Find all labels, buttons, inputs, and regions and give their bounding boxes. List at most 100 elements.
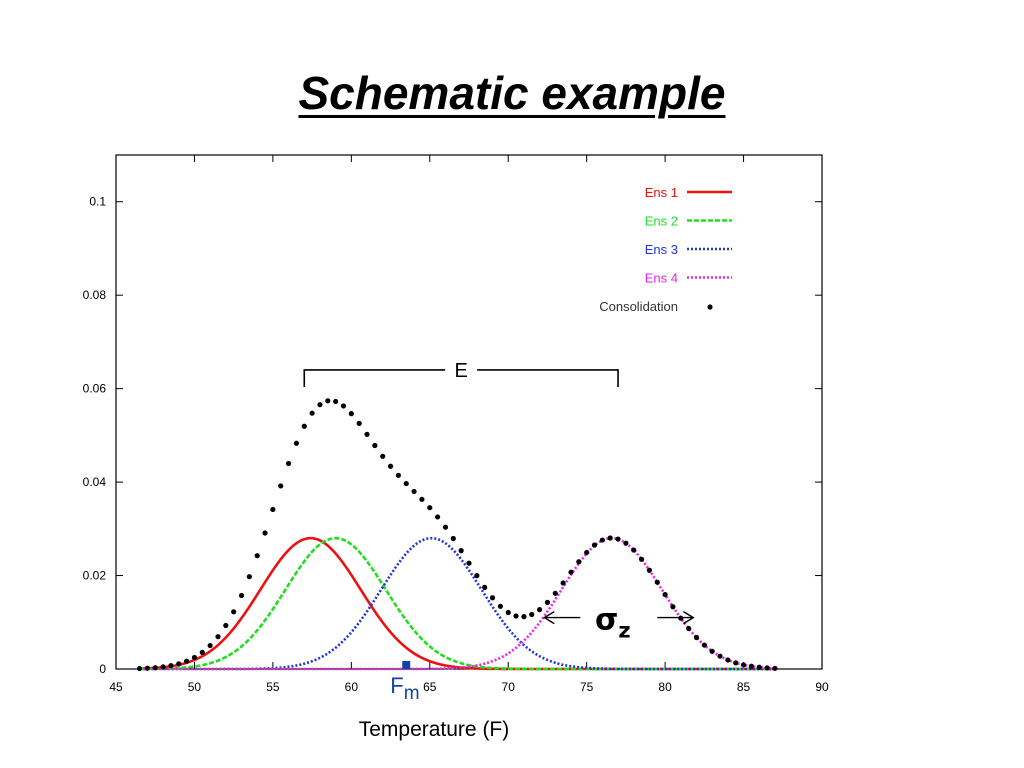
consolidation-point <box>403 480 409 487</box>
consolidation-point <box>136 665 143 672</box>
x-tick-label: 80 <box>658 680 672 694</box>
consolidation-point <box>340 403 347 409</box>
consolidation-point <box>238 592 245 599</box>
consolidation-point <box>646 567 653 573</box>
consolidation-point <box>521 614 527 620</box>
consolidation-point <box>364 431 370 437</box>
consolidation-point <box>152 665 158 671</box>
bracket-left <box>303 369 446 387</box>
consolidation-point <box>529 611 535 618</box>
consolidation-point <box>725 657 731 663</box>
fm-label: Fm <box>390 673 419 704</box>
chart-annotations: Eσz Fm <box>303 360 695 704</box>
consolidation-point <box>372 442 378 449</box>
consolidation-point <box>654 579 660 585</box>
y-tick-label: 0.1 <box>89 195 106 209</box>
consolidation-point <box>168 663 174 669</box>
consolidation-point <box>717 653 723 659</box>
consolidation-point <box>568 569 574 575</box>
fm-marker <box>402 661 411 669</box>
consolidation-point <box>262 530 268 536</box>
consolidation-point <box>270 506 276 513</box>
series-line-ens-1 <box>139 536 775 671</box>
legend-label: Consolidation <box>599 299 678 314</box>
consolidation-point <box>215 634 221 640</box>
consolidation-point <box>474 573 480 579</box>
consolidation-point <box>293 440 300 446</box>
consolidation-point <box>411 488 417 495</box>
consolidation-point <box>144 665 150 671</box>
consolidation-point <box>615 536 621 542</box>
consolidation-point <box>686 625 692 632</box>
consolidation-point <box>309 410 315 416</box>
y-tick-label: 0.02 <box>83 569 107 583</box>
series-line-ens-3 <box>139 536 775 671</box>
consolidation-point <box>497 603 503 609</box>
series-line-ens-4 <box>139 536 775 671</box>
consolidation-point <box>756 664 762 670</box>
consolidation-point <box>231 609 237 615</box>
consolidation-point <box>489 595 496 601</box>
consolidation-point <box>395 472 401 478</box>
consolidation-point <box>701 642 707 648</box>
consolidation-point <box>693 634 700 641</box>
consolidation-point <box>552 590 558 596</box>
consolidation-point <box>591 542 598 548</box>
consolidation-point <box>513 613 519 619</box>
consolidation-point <box>740 662 747 668</box>
consolidation-point <box>631 547 637 553</box>
consolidation-point <box>199 649 205 655</box>
consolidation-point <box>466 560 472 566</box>
consolidation-point <box>317 402 323 408</box>
sigma-arrow-right <box>657 610 695 625</box>
x-tick-label: 55 <box>266 680 280 694</box>
bracket-label: E <box>454 360 467 382</box>
y-tick-label: 0.08 <box>83 288 107 302</box>
consolidation-point <box>748 663 755 669</box>
sigma-label: σz <box>595 603 631 643</box>
consolidation-point <box>246 574 252 580</box>
consolidation-point <box>450 535 456 542</box>
consolidation-point <box>278 483 284 489</box>
consolidation-point <box>537 607 543 613</box>
slide-title: Schematic example <box>298 67 726 119</box>
consolidation-point <box>348 411 354 417</box>
consolidation-point <box>254 553 260 559</box>
y-tick-label: 0.06 <box>83 382 107 396</box>
consolidation-point <box>380 453 386 459</box>
consolidation-point <box>560 580 566 586</box>
consolidation-point <box>482 584 488 590</box>
consolidation-point <box>333 398 339 405</box>
consolidation-point <box>544 599 551 605</box>
consolidation-point <box>427 505 433 511</box>
consolidation-point <box>301 423 307 429</box>
consolidation-point <box>599 537 605 543</box>
legend-label: Ens 2 <box>645 214 678 229</box>
consolidation-point <box>160 664 166 670</box>
consolidation-point <box>223 622 229 629</box>
consolidation-point <box>435 514 441 520</box>
consolidation-point <box>184 658 190 664</box>
consolidation-point <box>764 665 770 671</box>
series-line-ens-2 <box>139 536 775 671</box>
x-tick-label: 70 <box>502 680 516 694</box>
series-lines <box>139 536 775 671</box>
consolidation-point <box>584 549 590 556</box>
x-tick-label: 60 <box>345 680 359 694</box>
consolidation-point <box>638 556 645 562</box>
consolidation-point <box>772 665 778 671</box>
legend-label: Ens 3 <box>645 242 678 257</box>
legend-label: Ens 4 <box>645 271 678 286</box>
x-tick-label: 65 <box>423 680 437 694</box>
consolidation-point <box>607 535 613 541</box>
axis-ticks: 45 50 55 60 65 70 75 80 85 90 0 0.02 0.04 0.06 0.08 0.1 <box>83 155 829 694</box>
consolidation-point <box>191 654 198 661</box>
consolidation-point <box>207 642 213 649</box>
x-axis-title: Temperature (F) <box>358 718 510 741</box>
x-tick-label: 45 <box>109 680 123 694</box>
sigma-arrow-left <box>542 610 581 625</box>
plot-frame <box>115 154 823 670</box>
consolidation-point <box>285 460 292 467</box>
consolidation-point <box>662 591 668 598</box>
